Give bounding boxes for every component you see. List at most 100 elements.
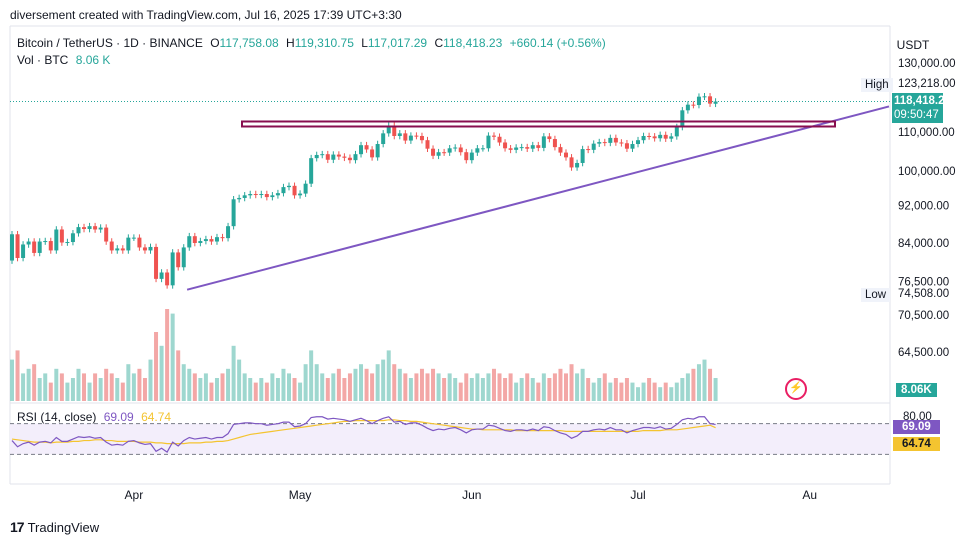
volume-bar [508, 373, 513, 401]
volume-bar [137, 368, 142, 401]
volume-bar [248, 378, 253, 401]
price-tick-label: 110,000.00 [898, 127, 955, 139]
candle-body [458, 147, 463, 153]
volume-bar [176, 350, 181, 401]
volume-bar [663, 382, 668, 401]
volume-bar [109, 373, 114, 401]
rsi-value: 69.09 [103, 410, 134, 424]
candle-body [469, 152, 474, 161]
candle-body [342, 156, 347, 158]
volume-bar [558, 368, 563, 401]
footer[interactable]: 17 TradingView [10, 519, 99, 535]
candle-body [419, 135, 424, 141]
volume-bar [26, 368, 31, 401]
volume-bar [636, 387, 641, 401]
volume-bar [619, 382, 624, 401]
volume-bar [580, 368, 585, 401]
volume-bar [370, 373, 375, 401]
candle-body [569, 157, 574, 168]
candle-body [375, 144, 380, 158]
candle-body [109, 241, 114, 251]
flash-icon[interactable]: ⚡ [785, 378, 807, 400]
candle-body [115, 248, 120, 251]
volume-bar [447, 373, 452, 401]
volume-bar [347, 373, 352, 401]
candle-body [386, 125, 391, 134]
candle-body [59, 229, 64, 243]
volume-bar [680, 378, 685, 401]
candle-body [154, 246, 159, 279]
candle-body [436, 152, 441, 156]
trendline [186, 105, 890, 291]
rsi-legend[interactable]: RSI (14, close) 69.09 64.74 [17, 410, 175, 424]
volume-bar [270, 373, 275, 401]
price-tick-label: 70,500.00 [898, 310, 949, 322]
candle-body [248, 194, 253, 196]
candle-body [696, 96, 701, 106]
volume-bar [613, 378, 618, 401]
volume-bar [436, 373, 441, 401]
volume-bar [131, 373, 136, 401]
candle-body [392, 125, 397, 136]
volume-bar [647, 378, 652, 401]
last-price-tag: 118,418.23 09:50:47 [892, 93, 951, 123]
volume-bar [669, 387, 674, 401]
volume-bar [303, 364, 308, 401]
symbol-legend[interactable]: Bitcoin / TetherUS · 1D · BINANCE O117,7… [17, 36, 610, 50]
candle-body [325, 154, 330, 160]
candle-body [336, 154, 341, 157]
volume-bar [691, 368, 696, 401]
candle-body [137, 237, 142, 248]
volume-bar [364, 368, 369, 401]
candle-body [98, 227, 103, 230]
candle-body [619, 142, 624, 144]
low-marker: Low [861, 288, 891, 302]
candle-body [242, 195, 247, 198]
candle-body [475, 148, 480, 153]
candle-body [425, 140, 430, 149]
candle-body [43, 241, 48, 243]
candle-body [486, 135, 491, 149]
currency-label[interactable]: USDT [896, 38, 930, 52]
candle-body [464, 152, 469, 161]
symbol-name[interactable]: Bitcoin / TetherUS · 1D · BINANCE [17, 36, 203, 50]
volume-bar [15, 350, 20, 401]
volume-legend[interactable]: Vol · BTC 8.06 K [17, 53, 114, 67]
volume-bar [685, 373, 690, 401]
volume-bar [458, 382, 463, 401]
candle-body [170, 252, 175, 286]
volume-bar [187, 368, 192, 401]
candle-body [602, 142, 607, 144]
volume-bar [708, 368, 713, 401]
volume-bar [142, 378, 147, 401]
candle-body [674, 127, 679, 137]
volume-bar [591, 382, 596, 401]
volume-bar [165, 309, 170, 401]
candle-body [214, 237, 219, 242]
candle-body [431, 148, 436, 156]
volume-bar [292, 378, 297, 401]
volume-bar [431, 368, 436, 401]
candle-body [259, 194, 264, 196]
candle-body [370, 149, 375, 158]
volume-bar [353, 368, 358, 401]
candle-body [647, 135, 652, 137]
candle-body [48, 241, 53, 251]
candle-body [292, 185, 297, 196]
volume-bar [198, 378, 203, 401]
candle-body [630, 144, 635, 149]
candle-body [669, 136, 674, 139]
volume-bar [414, 373, 419, 401]
volume-bar [126, 364, 131, 401]
volume-bar [237, 359, 242, 401]
volume-bar [547, 378, 552, 401]
candle-body [26, 241, 31, 245]
volume-bar [575, 373, 580, 401]
rsi-ma-tag: 64.74 [893, 437, 940, 451]
candle-body [314, 154, 319, 159]
volume-bar [491, 368, 496, 401]
volume-bar [453, 378, 458, 401]
volume-bar [658, 387, 663, 401]
candle-body [76, 227, 81, 234]
